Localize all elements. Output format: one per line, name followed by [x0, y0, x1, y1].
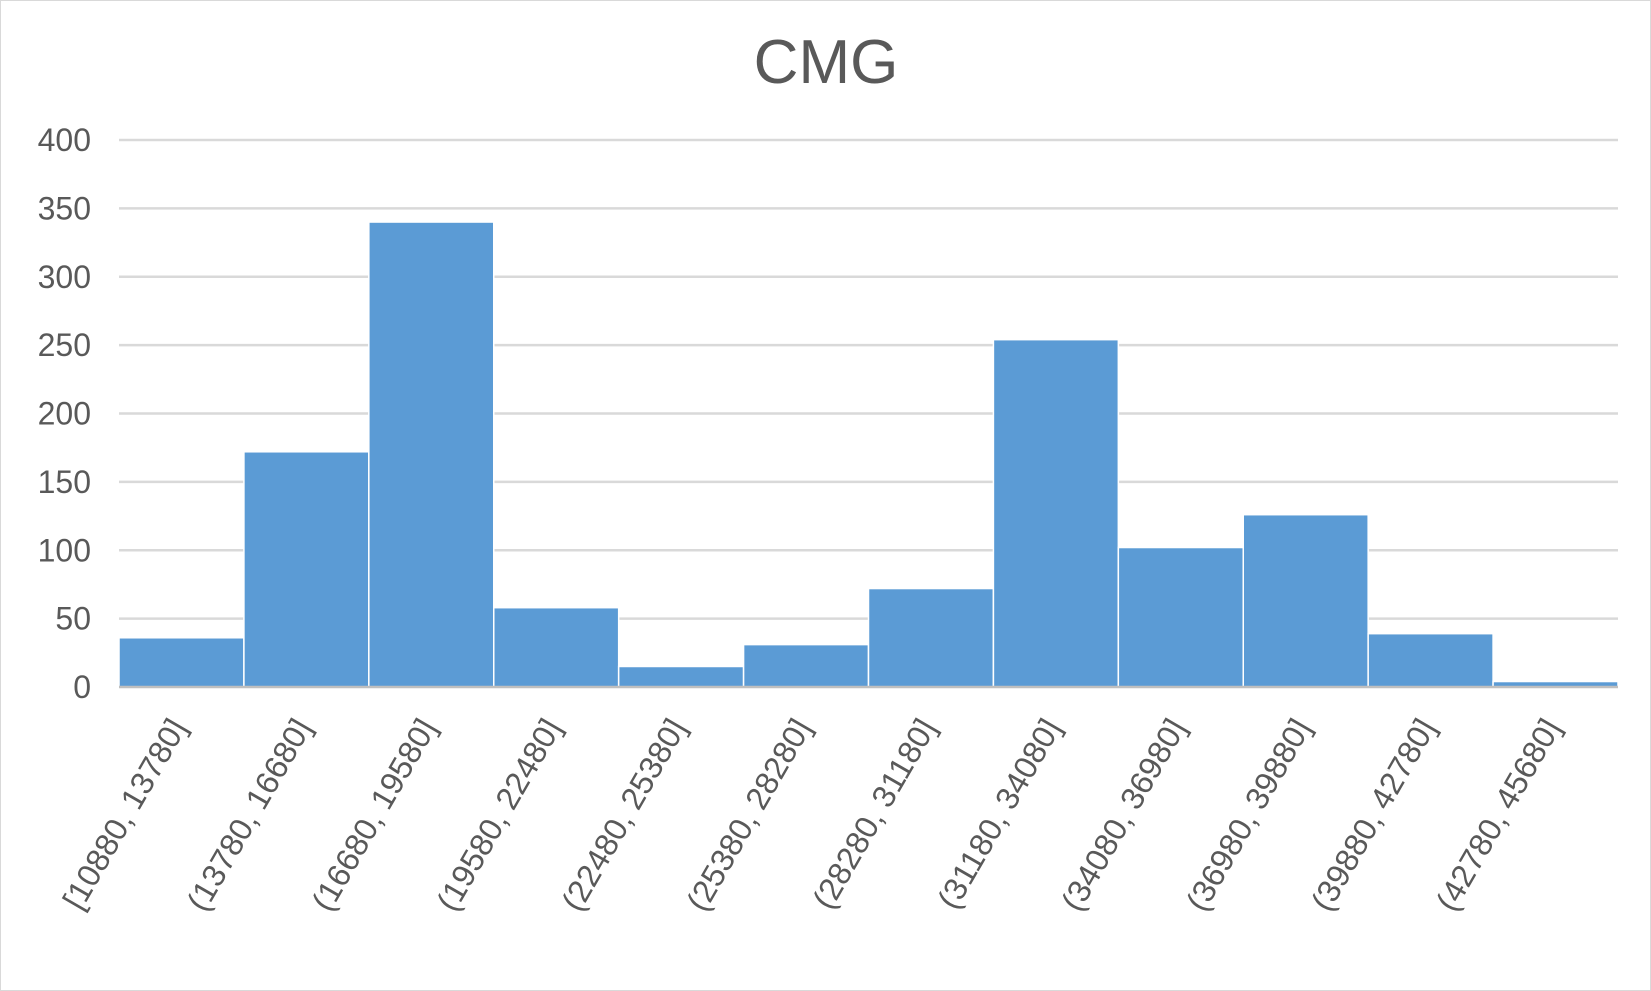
y-tick-label: 200 — [38, 396, 91, 432]
x-tick-label: [10880, 13780] — [56, 713, 194, 916]
x-tick-label: (19580, 22480] — [429, 713, 568, 917]
x-tick-label: (16680, 19580] — [305, 713, 444, 917]
x-tick-label: (31180, 34080] — [930, 713, 1068, 915]
histogram-bar — [1242, 513, 1369, 688]
histogram-bar — [1367, 632, 1494, 688]
x-tick-label: (34080, 36980] — [1054, 713, 1193, 917]
y-tick-label: 150 — [38, 464, 91, 500]
histogram-bar — [617, 665, 745, 688]
y-tick-label: 0 — [73, 669, 91, 705]
x-axis-ticks: [10880, 13780](13780, 16680](16680, 1958… — [56, 712, 1568, 916]
x-tick-label: (13780, 16680] — [180, 713, 319, 917]
histogram-bar — [368, 221, 495, 688]
bars — [118, 221, 1619, 688]
x-tick-label: (42780, 45680] — [1429, 713, 1568, 917]
histogram-bar — [867, 587, 995, 688]
y-tick-label: 300 — [38, 259, 91, 295]
y-tick-label: 50 — [55, 601, 91, 637]
histogram-bar — [992, 338, 1120, 688]
x-tick-label: (39880, 42780] — [1304, 713, 1443, 917]
histogram-bar — [742, 643, 870, 688]
y-tick-label: 250 — [38, 327, 91, 363]
histogram-bar — [243, 451, 370, 688]
y-axis-ticks: 0 50 100 150 200 250 300 350 400 — [38, 122, 91, 705]
y-tick-label: 400 — [38, 122, 91, 158]
y-tick-label: 350 — [38, 190, 91, 226]
chart-title: CMG — [754, 28, 899, 97]
x-tick-label: (22480, 25380] — [554, 713, 693, 917]
x-tick-label: (36980, 39880] — [1179, 713, 1318, 917]
y-tick-label: 100 — [38, 532, 91, 568]
histogram-bar — [118, 637, 245, 688]
x-tick-label: (25380, 28280] — [679, 713, 818, 917]
histogram-bar — [493, 606, 620, 688]
x-tick-label: (28280, 31180] — [805, 712, 943, 914]
histogram-bar — [1117, 546, 1245, 688]
